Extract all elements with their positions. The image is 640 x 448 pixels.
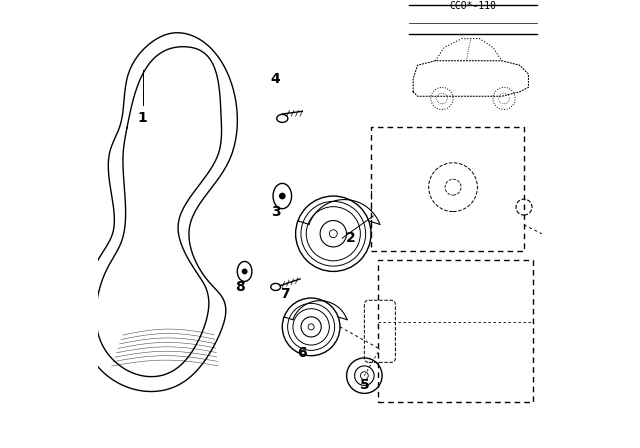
Text: 8: 8	[236, 280, 245, 294]
Circle shape	[280, 194, 285, 199]
Text: 2: 2	[346, 231, 356, 245]
Text: 5: 5	[360, 378, 369, 392]
Text: 4: 4	[271, 72, 280, 86]
Text: 7: 7	[280, 287, 289, 301]
Circle shape	[243, 269, 247, 274]
Text: 1: 1	[138, 112, 147, 125]
Text: CCO*-110: CCO*-110	[449, 1, 497, 11]
Text: 6: 6	[298, 346, 307, 361]
Text: 3: 3	[271, 205, 280, 219]
